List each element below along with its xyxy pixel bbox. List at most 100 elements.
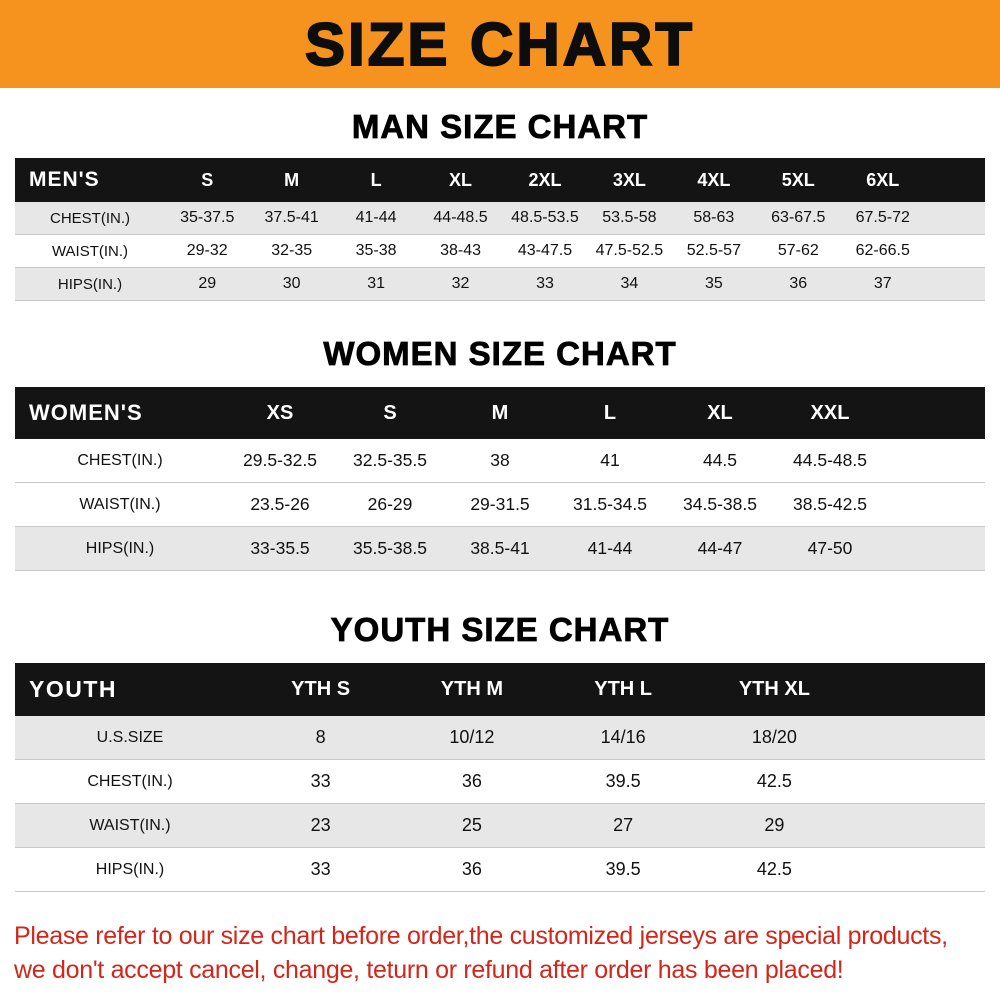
filler-cell — [925, 202, 985, 235]
youth-size-table: YOUTH YTH S YTH M YTH L YTH XL U.S.SIZE 8 10/12… — [15, 663, 985, 892]
table-cell: 29 — [198, 275, 217, 292]
table-cell: 23.5-26 — [250, 494, 310, 514]
table-cell: 47.5-52.5 — [595, 242, 664, 259]
table-cell: 39.5 — [605, 859, 641, 879]
column-header: XL — [665, 387, 775, 439]
column-header: L — [333, 158, 419, 202]
table-cell: 48.5-53.5 — [511, 209, 579, 226]
table-title: MEN'S — [15, 158, 165, 202]
table-cell: 10/12 — [449, 727, 495, 747]
column-header: 4XL — [671, 158, 757, 202]
table-cell: 18/20 — [751, 727, 797, 747]
footer-note: Please refer to our size chart before or… — [14, 920, 988, 987]
table-cell: 39.5 — [605, 771, 641, 791]
table-cell: 57-62 — [777, 242, 819, 259]
table-header-row: YOUTH YTH S YTH M YTH L YTH XL — [15, 663, 985, 716]
men-section-heading: MAN SIZE CHART — [351, 108, 649, 146]
filler-cell — [885, 483, 985, 527]
table-cell: 37 — [873, 275, 892, 292]
column-header: XXL — [775, 387, 885, 439]
column-header: L — [555, 387, 665, 439]
table-row: HIPS(IN.) 33 36 39.5 42.5 — [15, 848, 985, 892]
women-section-heading: WOMEN SIZE CHART — [323, 335, 677, 373]
table-cell: 33 — [536, 275, 554, 292]
table-cell: 38.5-41 — [470, 538, 530, 558]
table-cell: 33 — [310, 771, 331, 791]
filler-cell — [850, 804, 985, 848]
column-header: YTH XL — [698, 663, 850, 716]
column-header: 6XL — [840, 158, 925, 202]
table-cell: 41-44 — [587, 538, 633, 558]
table-title: WOMEN'S — [15, 387, 225, 439]
table-cell: 53.5-58 — [602, 209, 657, 226]
filler-cell — [850, 848, 985, 892]
row-label: HIPS(IN.) — [85, 539, 155, 557]
table-cell: 32-35 — [271, 242, 313, 259]
table-row: WAIST(IN.) 23 25 27 29 — [15, 803, 985, 848]
table-cell: 34 — [620, 275, 639, 292]
table-cell: 41-44 — [355, 209, 397, 226]
table-cell: 58-63 — [693, 209, 735, 226]
filler-cell — [925, 268, 985, 301]
row-label: WAIST(IN.) — [89, 816, 171, 834]
table-cell: 32 — [451, 275, 470, 292]
table-cell: 8 — [315, 727, 326, 747]
row-label: CHEST(IN.) — [87, 772, 173, 790]
women-section: WOMEN SIZE CHART WOMEN'S XS S M L XL XXL CHEST(… — [0, 335, 1000, 571]
column-header: 5XL — [756, 158, 841, 202]
row-label: WAIST(IN.) — [79, 495, 161, 513]
column-header: 3XL — [587, 158, 672, 202]
column-header: XS — [225, 387, 335, 439]
row-label: CHEST(IN.) — [50, 209, 130, 227]
table-header-row: WOMEN'S XS S M L XL XXL — [15, 387, 985, 439]
youth-section: YOUTH SIZE CHART YOUTH YTH S YTH M YTH L YTH… — [0, 611, 1000, 892]
table-cell: 37.5-41 — [264, 209, 319, 226]
column-header: XL — [418, 158, 503, 202]
table-cell: 25 — [461, 815, 482, 835]
table-cell: 29.5-32.5 — [243, 450, 317, 470]
table-cell: 33 — [310, 859, 331, 879]
table-cell: 62-66.5 — [855, 242, 910, 259]
table-cell: 27 — [613, 815, 634, 835]
column-header: M — [249, 158, 334, 202]
table-row: CHEST(IN.) 33 36 39.5 42.5 — [15, 760, 985, 804]
footer-line-1: Please refer to our size chart before or… — [14, 922, 948, 950]
filler-cell — [925, 158, 985, 202]
table-cell: 36 — [789, 275, 808, 292]
table-cell: 29-31.5 — [470, 494, 530, 514]
women-size-table: WOMEN'S XS S M L XL XXL CHEST(IN.) 29.5-32.5 32.5… — [15, 387, 985, 571]
column-header: M — [445, 387, 555, 439]
column-header: 2XL — [502, 158, 588, 202]
table-cell: 29 — [764, 815, 785, 835]
column-header: S — [165, 158, 250, 202]
table-cell: 38.5-42.5 — [793, 494, 867, 514]
table-cell: 14/16 — [600, 727, 646, 747]
table-cell: 23 — [310, 815, 331, 835]
filler-cell — [850, 663, 985, 716]
table-cell: 35 — [704, 275, 723, 292]
table-cell: 42.5 — [756, 771, 792, 791]
filler-cell — [885, 527, 985, 571]
table-cell: 67.5-72 — [855, 209, 910, 226]
filler-cell — [885, 439, 985, 483]
table-cell: 26-29 — [367, 494, 413, 514]
table-title: YOUTH — [15, 663, 245, 716]
row-label: U.S.SIZE — [96, 728, 164, 746]
filler-cell — [850, 716, 985, 760]
table-cell: 41 — [600, 450, 620, 470]
row-label: HIPS(IN.) — [95, 860, 165, 878]
table-row: CHEST(IN.) 29.5-32.5 32.5-35.5 38 41 44.5 44.5… — [15, 439, 985, 483]
table-cell: 42.5 — [756, 859, 792, 879]
table-cell: 33-35.5 — [250, 538, 310, 558]
filler-cell — [925, 235, 985, 268]
table-cell: 52.5-57 — [686, 242, 741, 259]
men-size-table: MEN'S S M L XL 2XL 3XL 4XL 5XL 6XL CHEST(IN.) 35-37… — [15, 158, 985, 301]
table-row: WAIST(IN.) 29-32 32-35 35-38 38-43 43-47.5 47.… — [15, 235, 985, 268]
banner: SIZE CHART — [0, 0, 1000, 88]
table-cell: 36 — [461, 771, 482, 791]
column-header: YTH S — [245, 663, 397, 716]
table-cell: 35-38 — [355, 242, 397, 259]
table-cell: 44-47 — [697, 538, 743, 558]
column-header: YTH M — [396, 663, 548, 716]
